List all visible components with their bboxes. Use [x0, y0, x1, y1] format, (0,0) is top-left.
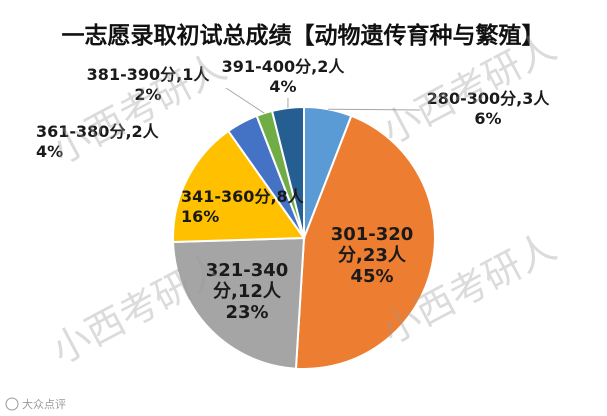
pie-slice-2: [294, 114, 436, 370]
leader-lines: [225, 87, 421, 114]
credit-text: 大众点评: [22, 397, 66, 411]
slice-label-4-line-1: 341-360分,8人: [181, 187, 305, 206]
slice-label-3-line-1: 321-340: [206, 260, 289, 281]
slice-label-5-line-1: 361-380分,2人: [36, 122, 160, 141]
slice-label-4-line-2: 16%: [181, 207, 219, 226]
slice-label-2-line-1: 301-320: [331, 224, 414, 245]
slice-label-1: 280-300分,3人 6%: [427, 89, 551, 128]
slice-label-6-line-2: 2%: [134, 85, 161, 104]
pie-slice-3: [172, 236, 306, 370]
slice-label-5-line-2: 4%: [36, 142, 63, 161]
slice-label-7: 391-400分,2人 4%: [222, 57, 346, 96]
slice-label-3: 321-340 分,12人 23%: [206, 260, 289, 323]
slice-label-3-line-2: 分,12人: [213, 281, 282, 302]
slice-label-5: 361-380分,2人 4%: [36, 122, 160, 161]
slice-label-7-line-1: 391-400分,2人: [222, 57, 346, 76]
credit-logo-icon: [5, 397, 19, 411]
credit-mark: 大众点评: [5, 397, 66, 411]
slice-label-1-line-1: 280-300分,3人: [427, 89, 551, 108]
leader-line-6: [225, 87, 265, 114]
slice-label-2: 301-320 分,23人 45%: [331, 224, 414, 287]
slice-label-7-line-2: 4%: [269, 77, 296, 96]
pie-slices: [172, 105, 436, 370]
slice-label-3-line-3: 23%: [225, 302, 268, 323]
chart-title: 一志愿录取初试总成绩【动物遗传育种与繁殖】: [62, 22, 545, 49]
leader-line-1: [328, 108, 421, 111]
slice-label-4: 341-360分,8人 16%: [181, 187, 305, 226]
slice-label-6-line-1: 381-390分,1人: [87, 65, 211, 84]
slice-label-6: 381-390分,1人 2%: [87, 65, 211, 104]
slice-labels: 280-300分,3人 6% 301-320 分,23人 45% 321-340 分,12人…: [36, 57, 550, 323]
slice-label-2-line-2: 分,23人: [338, 245, 407, 266]
slice-label-2-line-3: 45%: [350, 266, 393, 287]
slice-label-1-line-2: 6%: [474, 109, 501, 128]
pie-slice-4: [172, 129, 306, 244]
